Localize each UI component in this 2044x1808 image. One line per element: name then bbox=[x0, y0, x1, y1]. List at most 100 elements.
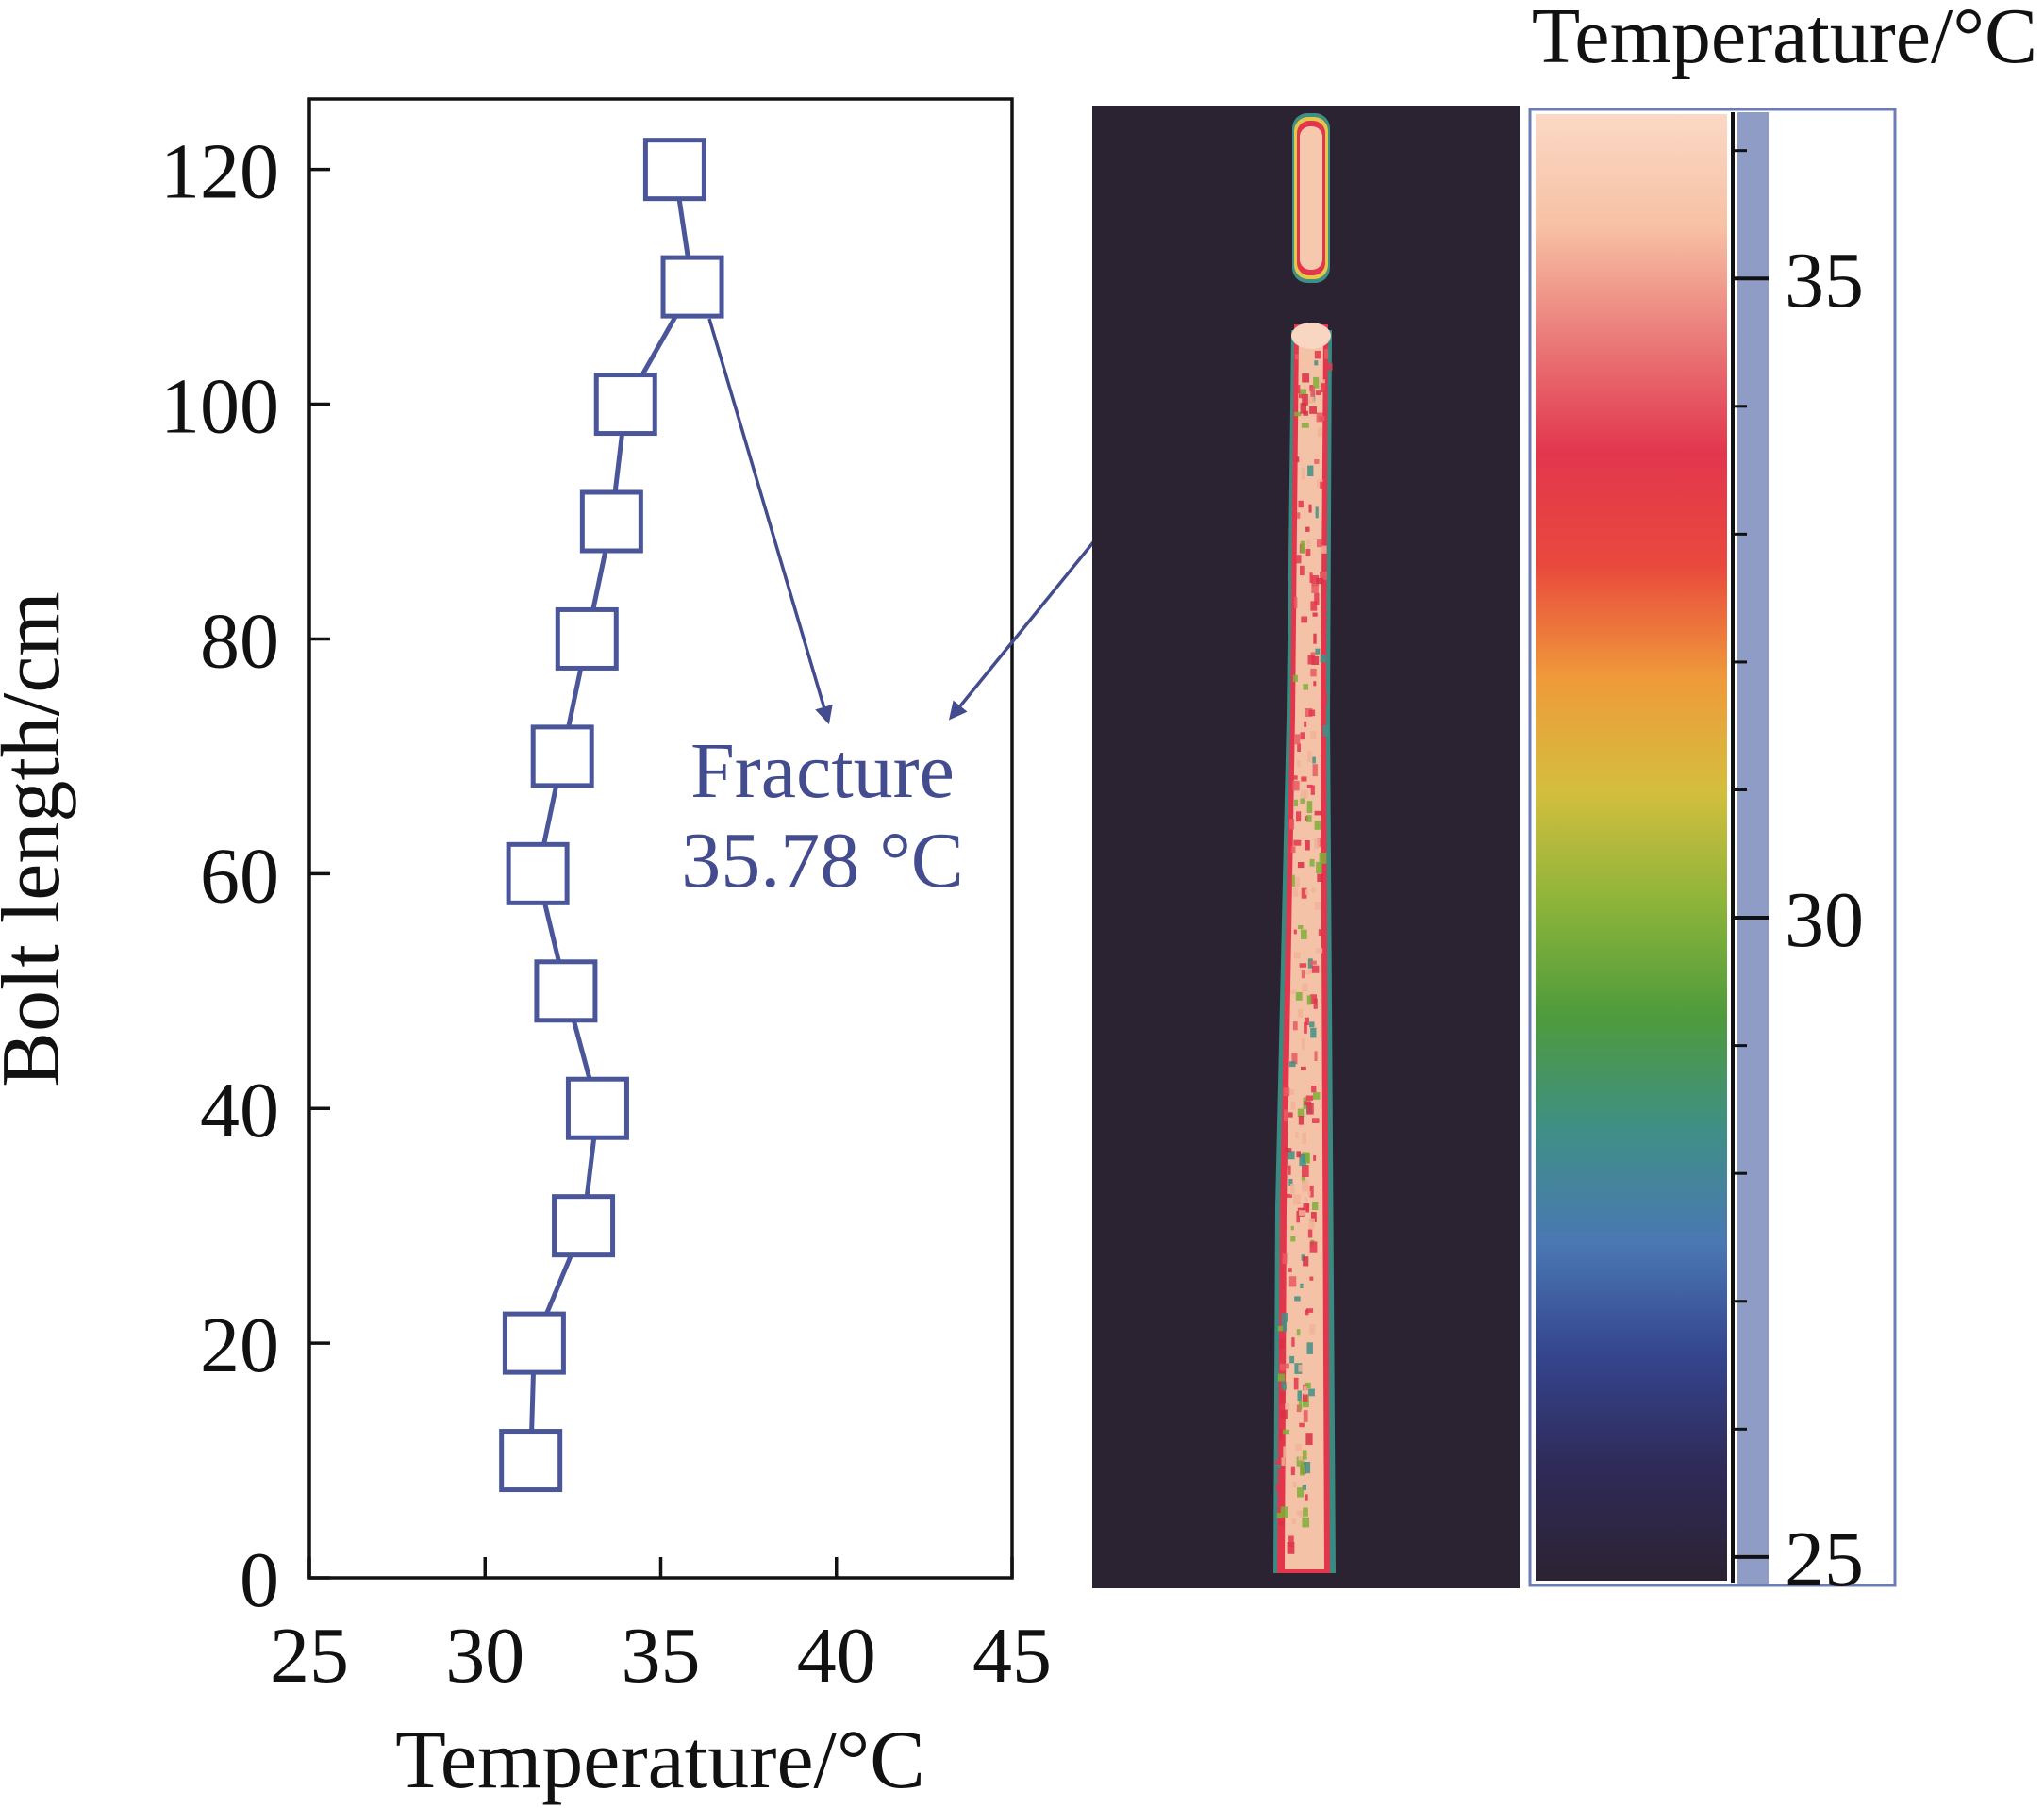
thermal-speckle bbox=[1297, 1390, 1302, 1402]
thermal-speckle bbox=[1291, 1337, 1295, 1347]
data-point-marker bbox=[593, 373, 657, 437]
bolt-speckles bbox=[1274, 349, 1333, 1554]
thermal-speckle bbox=[1305, 970, 1312, 975]
thermal-speckle bbox=[1315, 902, 1321, 910]
y-tick-label: 100 bbox=[160, 363, 279, 451]
thermal-speckle bbox=[1297, 512, 1301, 519]
thermal-speckle bbox=[1314, 360, 1319, 366]
data-point-marker bbox=[552, 1194, 616, 1258]
thermal-speckle bbox=[1307, 465, 1314, 476]
x-tick-label: 35 bbox=[622, 1612, 701, 1700]
thermal-speckle bbox=[1286, 1363, 1289, 1369]
thermal-speckle bbox=[1288, 1165, 1291, 1175]
thermal-speckle bbox=[1281, 1457, 1286, 1466]
thermal-speckle bbox=[1301, 1175, 1306, 1183]
thermal-speckle bbox=[1313, 633, 1317, 644]
thermal-speckle bbox=[1279, 1363, 1286, 1371]
thermal-speckle bbox=[1305, 840, 1310, 851]
thermal-speckle bbox=[1288, 1268, 1292, 1272]
thermal-speckle bbox=[1310, 785, 1315, 795]
thermal-speckle bbox=[1303, 1462, 1311, 1474]
x-tick-label: 30 bbox=[445, 1612, 524, 1700]
thermal-speckle bbox=[1288, 1276, 1297, 1287]
thermal-speckle bbox=[1309, 1241, 1318, 1253]
y-tick-label: 0 bbox=[240, 1536, 279, 1624]
thermal-speckle bbox=[1317, 539, 1322, 548]
thermal-speckle bbox=[1279, 1392, 1285, 1404]
thermal-speckle bbox=[1274, 1460, 1280, 1465]
data-point-marker bbox=[579, 489, 643, 554]
bolt-temperature-chart: 25 30 35 40 45 0 20 40 60 80 100 120 Temperature/°… bbox=[0, 97, 1052, 1806]
thermal-speckle bbox=[1309, 1185, 1314, 1198]
thermal-speckle bbox=[1283, 1087, 1290, 1097]
thermal-speckle bbox=[1289, 1183, 1295, 1195]
thermal-speckle bbox=[1311, 965, 1320, 973]
thermal-speckle bbox=[1295, 1132, 1299, 1138]
thermal-speckle bbox=[1292, 674, 1298, 682]
thermal-speckle bbox=[1313, 681, 1317, 687]
colorbar-tick-label: 30 bbox=[1785, 876, 1864, 964]
thermal-speckle bbox=[1301, 970, 1305, 979]
thermal-speckle bbox=[1291, 1053, 1298, 1065]
thermal-speckle bbox=[1297, 1487, 1305, 1498]
thermal-speckle bbox=[1306, 539, 1311, 548]
thermal-speckle bbox=[1307, 1190, 1311, 1197]
thermal-speckle bbox=[1298, 1456, 1305, 1461]
thermal-speckle bbox=[1298, 500, 1304, 508]
thermal-speckle bbox=[1298, 1364, 1303, 1372]
thermal-speckle bbox=[1304, 1022, 1307, 1034]
colorbar-tick-label: 25 bbox=[1785, 1516, 1864, 1603]
thermal-speckle bbox=[1297, 743, 1301, 752]
thermal-speckle bbox=[1289, 1061, 1296, 1068]
thermal-speckle bbox=[1288, 1151, 1295, 1160]
thermal-speckle bbox=[1290, 846, 1296, 854]
thermal-speckle bbox=[1299, 1153, 1306, 1167]
data-point-marker bbox=[502, 1311, 566, 1375]
thermal-speckle bbox=[1297, 1108, 1305, 1118]
thermal-speckle bbox=[1306, 815, 1312, 822]
thermal-speckle bbox=[1301, 789, 1308, 799]
thermal-speckle bbox=[1296, 1329, 1301, 1336]
series-markers bbox=[499, 138, 724, 1493]
thermal-speckle bbox=[1314, 821, 1321, 830]
thermal-speckle bbox=[1281, 1320, 1287, 1332]
thermal-speckle bbox=[1293, 1194, 1301, 1205]
thermal-speckle bbox=[1305, 548, 1311, 556]
thermal-speckle bbox=[1287, 1542, 1295, 1554]
thermal-speckle bbox=[1303, 684, 1308, 690]
thermal-speckle bbox=[1304, 1386, 1307, 1395]
thermal-speckle bbox=[1322, 692, 1327, 704]
thermal-speckle bbox=[1314, 351, 1321, 359]
fracture-arrow-left bbox=[707, 318, 833, 725]
thermal-speckle bbox=[1292, 1021, 1298, 1031]
thermal-speckle bbox=[1308, 709, 1316, 717]
thermal-speckle bbox=[1295, 354, 1299, 360]
colorbar-title: Temperature/°C bbox=[1532, 0, 2037, 80]
thermal-speckle bbox=[1307, 750, 1312, 762]
thermal-speckle bbox=[1287, 1112, 1293, 1118]
thermal-speckle bbox=[1310, 730, 1317, 739]
thermal-speckle bbox=[1300, 1464, 1305, 1476]
thermal-speckle bbox=[1284, 1148, 1292, 1153]
colorbar-gradient bbox=[1536, 114, 1727, 1581]
thermal-speckle bbox=[1302, 1517, 1310, 1528]
bolt-lower-segment bbox=[1273, 323, 1336, 1573]
thermal-speckle bbox=[1288, 1179, 1293, 1186]
thermal-speckle bbox=[1299, 393, 1303, 399]
thermal-speckle bbox=[1320, 481, 1327, 489]
thermal-speckle bbox=[1294, 597, 1298, 609]
thermal-speckle bbox=[1293, 1377, 1299, 1390]
thermal-speckle bbox=[1319, 852, 1327, 864]
thermal-speckle bbox=[1300, 540, 1305, 554]
thermal-speckle bbox=[1320, 655, 1326, 663]
thermal-speckle bbox=[1314, 810, 1322, 816]
thermal-speckle bbox=[1283, 1446, 1287, 1458]
thermal-speckle bbox=[1297, 385, 1301, 394]
thermal-speckle bbox=[1312, 756, 1316, 764]
thermal-speckle bbox=[1303, 1256, 1309, 1267]
thermal-speckle bbox=[1307, 655, 1315, 665]
thermal-speckle bbox=[1313, 1155, 1317, 1161]
thermal-speckle bbox=[1295, 1444, 1302, 1451]
thermal-speckle bbox=[1302, 1450, 1307, 1460]
